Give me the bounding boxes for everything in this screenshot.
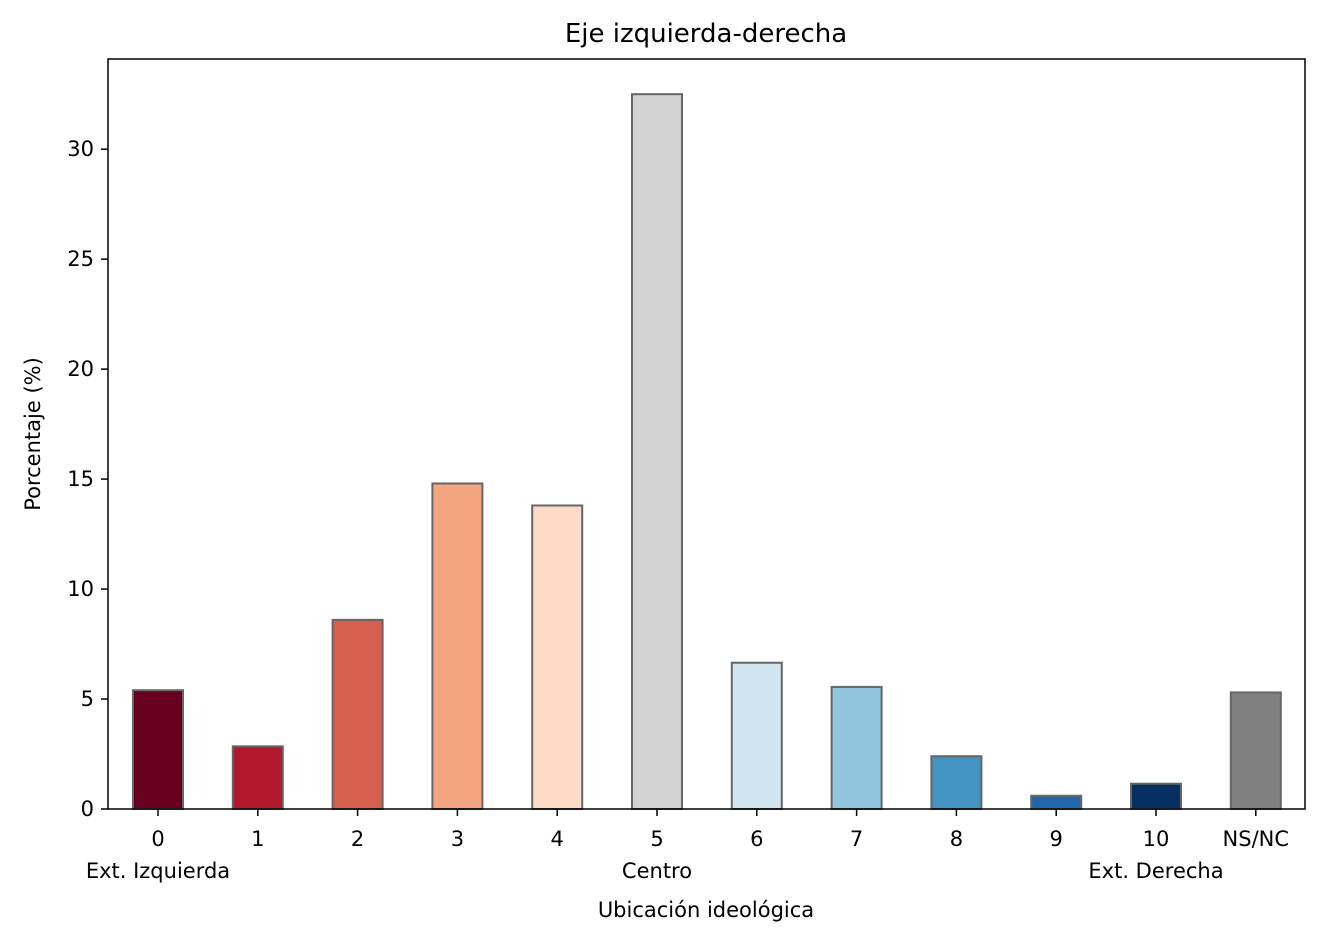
x-axis-label: Ubicación ideológica [598,898,814,922]
x-tick-label: 3 [451,827,464,851]
x-tick-label: NS/NC [1223,827,1290,851]
bar-8 [930,755,983,810]
x-axis: 0 1 2 3 4 5 6 7 8 9 10 NS/NC Ext. Izquierda Centro Ext… [86,809,1289,883]
y-axis-label: Porcentaje (%) [21,357,45,511]
y-tick-label: 0 [81,797,94,821]
bar-7 [830,685,883,811]
bar-5 [631,93,683,810]
x-secondary-label: Centro [622,859,692,883]
y-tick-label: 20 [67,357,94,381]
bar-10 [1130,782,1182,810]
y-tick-label: 25 [67,247,94,271]
bar-4 [531,504,584,810]
x-tick-label: 6 [750,827,763,851]
bar-0 [132,689,184,811]
x-tick-label: 8 [950,827,963,851]
x-secondary-label: Ext. Derecha [1088,859,1223,883]
y-tick-label: 10 [67,577,94,601]
x-tick-label: 1 [251,827,264,851]
x-secondary-label: Ext. Izquierda [86,859,230,883]
bar-1 [231,745,284,810]
bar-9 [1030,794,1083,811]
x-tick-label: 2 [351,827,364,851]
bar-ns-nc [1229,691,1282,811]
bar-3 [431,482,484,810]
chart-title: Eje izquierda-derecha [565,19,847,49]
y-tick-label: 15 [67,467,94,491]
plot-frame [107,58,1306,810]
y-axis: 0 5 10 15 20 25 30 [67,137,108,821]
x-tick-label: 0 [151,827,164,851]
bar-2 [331,618,384,811]
bars-group [132,93,1282,811]
y-tick-label: 30 [67,137,94,161]
x-tick-label: 4 [551,827,564,851]
x-tick-label: 5 [650,827,663,851]
y-tick-label: 5 [81,687,94,711]
bar-6 [730,661,783,811]
x-tick-label: 7 [850,827,863,851]
x-tick-label: 10 [1143,827,1170,851]
x-tick-label: 9 [1050,827,1063,851]
